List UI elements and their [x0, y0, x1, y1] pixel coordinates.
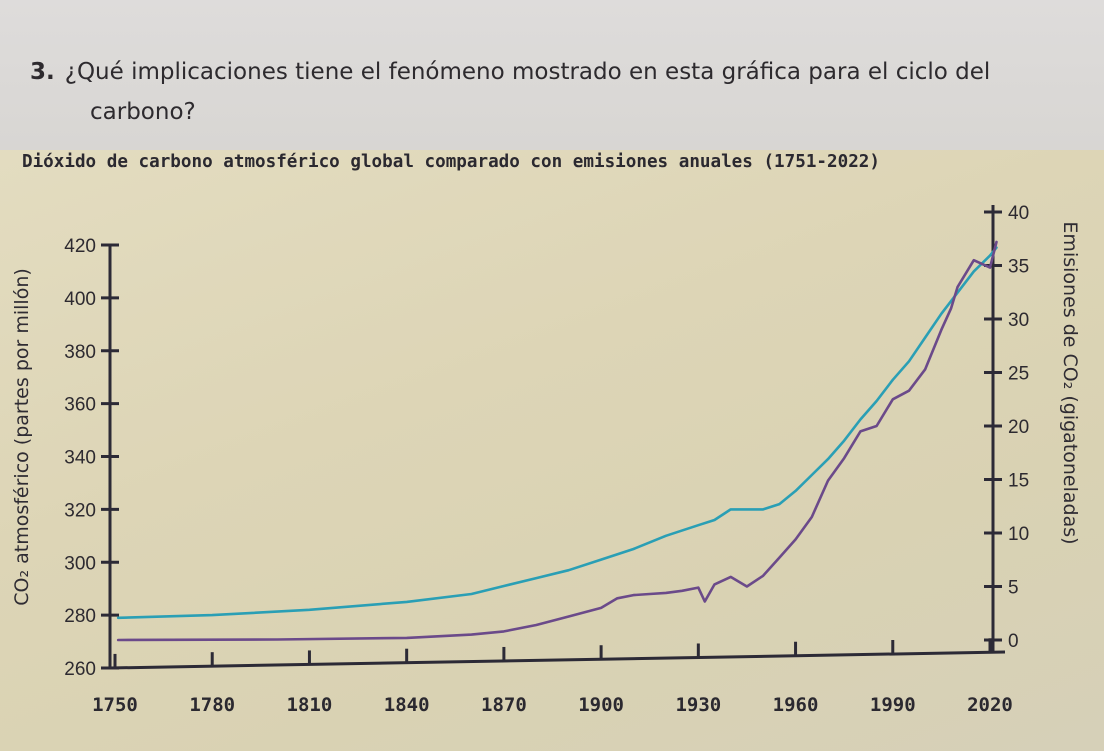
- question-line-2: carbono?: [90, 99, 196, 125]
- series-line-atmospheric-co2: [116, 246, 998, 620]
- x-tick-label: 1750: [92, 694, 138, 716]
- y-left-tick-label: 280: [64, 606, 96, 627]
- y-right-tick-label: 0: [1008, 631, 1019, 652]
- y-left-tick-label: 320: [64, 500, 96, 521]
- y-left-tick-label: 300: [64, 553, 96, 574]
- page-header-background: [0, 0, 1104, 150]
- x-tick-label: 1930: [675, 694, 721, 716]
- x-axis-line: [109, 650, 1006, 670]
- y-left-tick-label: 260: [64, 659, 96, 680]
- x-tick-label: 1780: [189, 694, 235, 716]
- x-tick-label: 1810: [287, 694, 333, 716]
- y-left-tick-label: 360: [64, 395, 96, 416]
- y-right-tick-label: 40: [1008, 203, 1029, 224]
- x-tick-label: 1990: [870, 694, 916, 716]
- x-tick-label: 2020: [967, 694, 1013, 716]
- chart-background: [0, 150, 1104, 751]
- series-line-co2-emissions: [116, 240, 998, 642]
- question-number: 3.: [30, 59, 55, 85]
- y-right-tick-label: 10: [1008, 524, 1029, 545]
- y-left-tick-label: 340: [64, 448, 96, 469]
- question-text: 3. ¿Qué implicaciones tiene el fenómeno m…: [30, 52, 1090, 132]
- x-tick-label: 1900: [578, 694, 624, 716]
- y-left-tick-label: 380: [64, 342, 96, 363]
- chart-title: Dióxido de carbono atmosférico global co…: [22, 152, 880, 172]
- y-right-tick-label: 15: [1008, 471, 1029, 492]
- x-tick-label: 1840: [384, 694, 430, 716]
- y-right-tick-label: 30: [1008, 310, 1029, 331]
- y-left-tick-label: 400: [64, 289, 96, 310]
- x-tick-label: 1960: [773, 694, 819, 716]
- y-right-tick-label: 35: [1008, 257, 1029, 278]
- y-right-tick-label: 25: [1008, 364, 1029, 385]
- y-axis-right-label: Emisiones de CO₂ (gigatoneladas): [1059, 221, 1081, 545]
- y-right-tick-label: 5: [1008, 578, 1019, 599]
- y-axis-left-label: CO₂ atmosférico (partes por millón): [11, 268, 33, 606]
- y-right-tick-label: 20: [1008, 417, 1029, 438]
- y-left-tick-label: 420: [64, 236, 96, 257]
- question-line-1: ¿Qué implicaciones tiene el fenómeno mos…: [64, 59, 991, 85]
- x-tick-label: 1870: [481, 694, 527, 716]
